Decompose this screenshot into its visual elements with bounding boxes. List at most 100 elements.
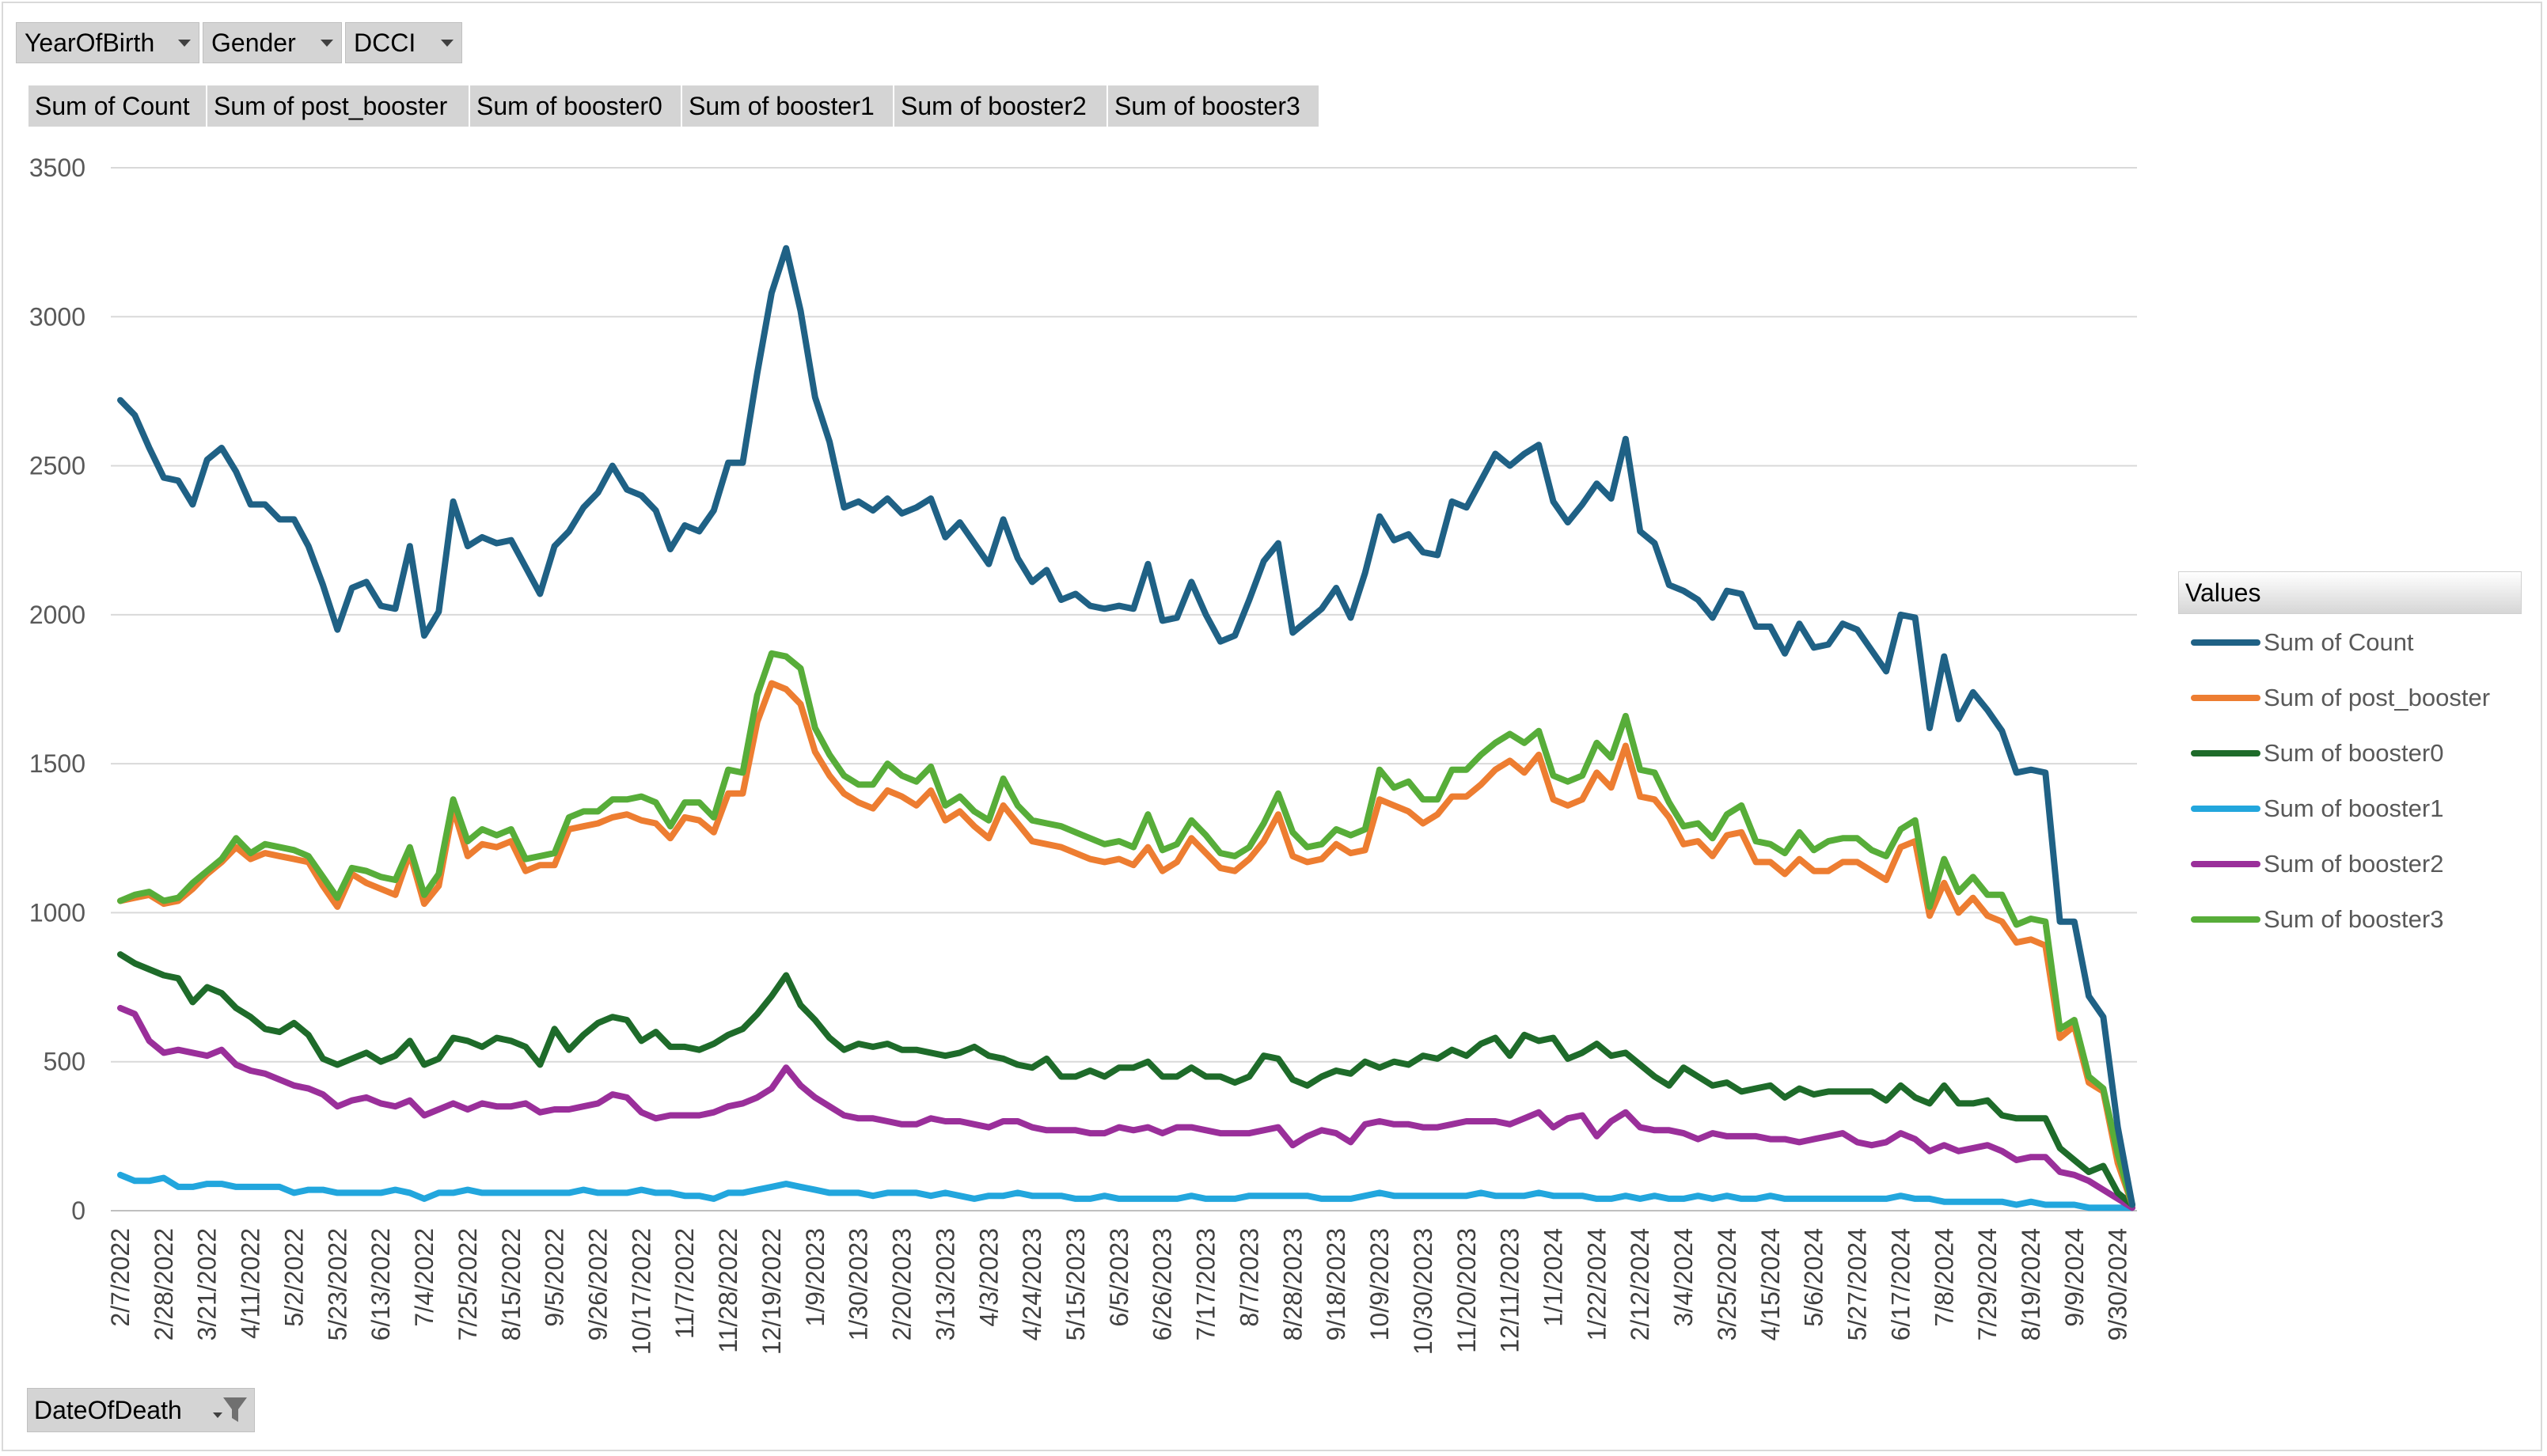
filter-field-gender[interactable]: Gender xyxy=(203,22,342,63)
filter-field-yearofbirth[interactable]: YearOfBirth xyxy=(16,22,199,63)
value-field-sum-of-booster0[interactable]: Sum of booster0 xyxy=(470,85,682,127)
y-axis: 0 500 1000 1500 2000 2500 3000 3500 xyxy=(29,154,85,1225)
legend-label: Sum of post_booster xyxy=(2264,684,2491,711)
legend-swatch xyxy=(2191,750,2260,756)
x-tick-label: 10/30/2023 xyxy=(1409,1228,1437,1355)
x-tick-label: 6/5/2023 xyxy=(1105,1228,1133,1327)
x-tick-label: 6/13/2022 xyxy=(366,1228,395,1340)
x-tick-label: 2/28/2022 xyxy=(150,1228,178,1340)
x-tick-label: 9/5/2022 xyxy=(541,1228,569,1327)
filter-dropdown[interactable] xyxy=(213,1396,248,1424)
x-tick-label: 1/9/2023 xyxy=(801,1228,829,1327)
x-tick-label: 2/12/2024 xyxy=(1626,1228,1654,1340)
x-tick-label: 12/11/2023 xyxy=(1496,1228,1524,1353)
x-axis: 2/7/2022 2/28/2022 3/21/2022 4/11/2022 5/2/2… xyxy=(106,1228,2132,1355)
x-tick-label: 8/15/2022 xyxy=(497,1228,526,1340)
legend-item[interactable]: Sum of booster3 xyxy=(2191,905,2443,934)
dropdown-arrow-icon xyxy=(178,39,191,47)
legend-item[interactable]: Sum of booster0 xyxy=(2191,739,2443,768)
x-tick-label: 5/23/2022 xyxy=(323,1228,351,1340)
x-tick-label: 10/17/2022 xyxy=(627,1228,655,1355)
filter-field-dcci[interactable]: DCCI xyxy=(345,22,462,63)
legend-item[interactable]: Sum of post_booster xyxy=(2191,684,2490,712)
series-line-sum-of-count[interactable] xyxy=(117,245,2135,1208)
x-tick-label: 4/3/2023 xyxy=(974,1228,1003,1327)
value-field-sum-of-booster3[interactable]: Sum of booster3 xyxy=(1108,85,1320,127)
x-tick-label: 7/25/2022 xyxy=(454,1228,482,1340)
legend-item[interactable]: Sum of booster2 xyxy=(2191,850,2443,878)
y-tick-label: 2500 xyxy=(29,452,85,480)
x-tick-label: 7/17/2023 xyxy=(1192,1228,1220,1340)
x-tick-label: 1/1/2024 xyxy=(1539,1228,1567,1327)
x-tick-label: 8/7/2023 xyxy=(1235,1228,1263,1327)
y-tick-label: 1500 xyxy=(29,749,85,778)
x-tick-label: 3/25/2024 xyxy=(1713,1228,1741,1340)
x-tick-label: 11/20/2023 xyxy=(1452,1228,1481,1353)
legend-item[interactable]: Sum of booster1 xyxy=(2191,794,2443,823)
series-line-sum-of-booster1[interactable] xyxy=(117,1171,2135,1211)
series-line-sum-of-booster3[interactable] xyxy=(117,650,2135,1208)
x-tick-label: 12/19/2022 xyxy=(757,1228,786,1355)
y-tick-label: 2000 xyxy=(29,601,85,629)
legend-label: Sum of booster2 xyxy=(2264,850,2444,878)
legend-item[interactable]: Sum of Count xyxy=(2191,628,2414,657)
y-tick-label: 3500 xyxy=(29,154,85,182)
gridlines xyxy=(111,167,2137,1211)
series-lines xyxy=(117,245,2135,1211)
x-tick-label: 4/15/2024 xyxy=(1756,1228,1785,1340)
x-tick-label: 2/20/2023 xyxy=(888,1228,917,1340)
x-tick-label: 1/22/2024 xyxy=(1582,1228,1611,1340)
value-field-sum-of-post-booster[interactable]: Sum of post_booster xyxy=(207,85,470,127)
dropdown-arrow-icon xyxy=(213,1412,222,1418)
series-line-sum-of-booster2[interactable] xyxy=(117,1004,2135,1211)
x-tick-label: 10/9/2023 xyxy=(1365,1228,1394,1340)
x-tick-label: 4/24/2023 xyxy=(1018,1228,1046,1340)
series-line-sum-of-booster0[interactable] xyxy=(117,951,2135,1208)
x-tick-label: 9/18/2023 xyxy=(1322,1228,1350,1340)
filter-icon xyxy=(223,1397,247,1422)
x-tick-label: 11/7/2022 xyxy=(670,1228,699,1339)
legend-swatch xyxy=(2191,916,2260,923)
y-tick-label: 3000 xyxy=(29,302,85,331)
value-field-sum-of-booster1[interactable]: Sum of booster1 xyxy=(682,85,894,127)
x-tick-label: 3/13/2023 xyxy=(931,1228,959,1340)
x-tick-label: 11/28/2022 xyxy=(714,1228,742,1353)
legend-swatch xyxy=(2191,806,2260,812)
legend-label: Sum of Count xyxy=(2264,628,2414,656)
legend-swatch xyxy=(2191,639,2260,646)
x-tick-label: 7/8/2024 xyxy=(1930,1228,1958,1327)
legend-swatch xyxy=(2191,695,2260,701)
x-tick-label: 7/4/2022 xyxy=(410,1228,438,1327)
legend-label: Sum of booster0 xyxy=(2264,739,2444,767)
x-tick-label: 8/28/2023 xyxy=(1278,1228,1307,1340)
dropdown-arrow-icon xyxy=(441,39,454,47)
legend-title: Values xyxy=(2178,571,2522,614)
y-tick-label: 0 xyxy=(71,1196,85,1225)
legend-swatch xyxy=(2191,861,2260,867)
x-tick-label: 4/11/2022 xyxy=(237,1228,265,1339)
filter-label: DCCI xyxy=(354,28,416,57)
x-tick-label: 5/6/2024 xyxy=(1800,1228,1828,1327)
row-field-dateofdeath[interactable]: DateOfDeath xyxy=(27,1388,255,1432)
y-tick-label: 1000 xyxy=(29,898,85,927)
x-tick-label: 3/21/2022 xyxy=(193,1228,222,1340)
x-tick-label: 5/2/2022 xyxy=(279,1228,308,1327)
x-tick-label: 2/7/2022 xyxy=(106,1228,135,1327)
value-field-sum-of-count[interactable]: Sum of Count xyxy=(28,85,207,127)
filter-label: Gender xyxy=(211,28,296,57)
series-line-sum-of-post-booster[interactable] xyxy=(117,680,2135,1208)
filter-label: YearOfBirth xyxy=(25,28,155,57)
legend-label: Sum of booster1 xyxy=(2264,794,2444,822)
row-field-label: DateOfDeath xyxy=(34,1395,182,1424)
x-tick-label: 5/27/2024 xyxy=(1843,1228,1872,1340)
y-tick-label: 500 xyxy=(44,1048,85,1076)
x-tick-label: 6/17/2024 xyxy=(1886,1228,1915,1340)
legend-label: Sum of booster3 xyxy=(2264,905,2444,933)
x-tick-label: 9/30/2024 xyxy=(2104,1228,2132,1340)
x-tick-label: 9/9/2024 xyxy=(2060,1228,2089,1327)
x-tick-label: 6/26/2023 xyxy=(1148,1228,1177,1340)
x-tick-label: 5/15/2023 xyxy=(1061,1228,1090,1340)
value-field-sum-of-booster2[interactable]: Sum of booster2 xyxy=(894,85,1108,127)
